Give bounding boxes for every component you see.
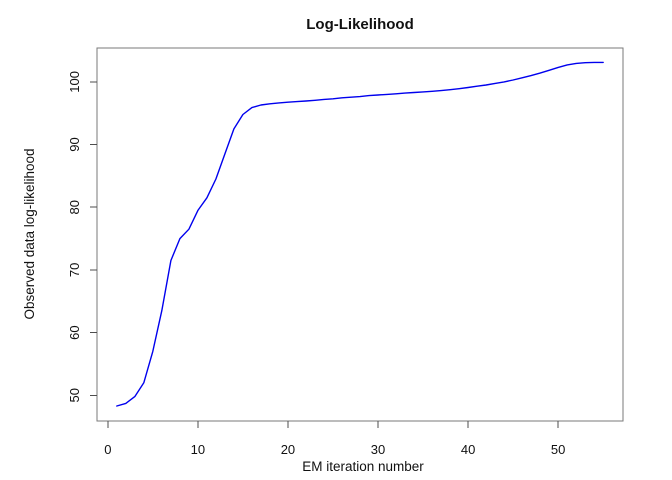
y-axis-label: Observed data log-likelihood <box>22 148 37 319</box>
x-axis-label: EM iteration number <box>302 459 424 474</box>
y-tick-label: 50 <box>67 388 82 402</box>
plot-border-box <box>96 47 624 422</box>
y-tick-label: 100 <box>67 71 82 93</box>
x-tick-label: 10 <box>191 442 205 457</box>
y-tick-label: 60 <box>67 325 82 339</box>
x-tick-label: 0 <box>104 442 111 457</box>
data-series-line <box>116 61 604 407</box>
x-tick-label: 50 <box>551 442 565 457</box>
y-tick-label: 70 <box>67 263 82 277</box>
x-tick-label: 20 <box>281 442 295 457</box>
y-tick-label: 80 <box>67 200 82 214</box>
chart-title: Log-Likelihood <box>306 16 413 33</box>
y-axis-ticks: 50 60 70 80 90 100 <box>67 71 97 403</box>
y-tick-label: 90 <box>67 137 82 151</box>
x-tick-label: 30 <box>371 442 385 457</box>
x-tick-label: 40 <box>461 442 475 457</box>
x-axis-ticks: 0 10 20 30 40 50 <box>104 421 565 457</box>
